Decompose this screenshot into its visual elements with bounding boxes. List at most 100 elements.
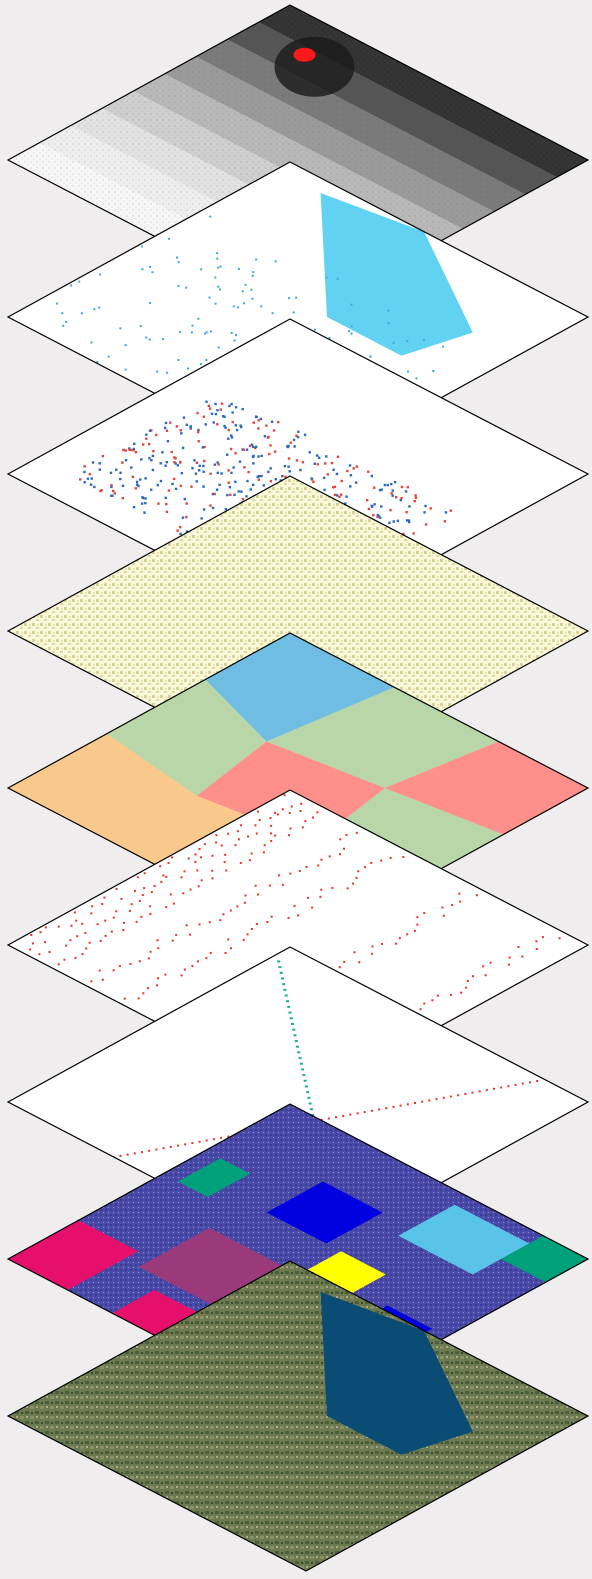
settlement-dot — [332, 486, 335, 489]
settlement-dot — [257, 455, 260, 458]
settlement-dot — [367, 470, 370, 473]
settlement-dot — [407, 520, 411, 524]
settlement-dot — [414, 496, 418, 500]
rail-dot — [304, 1085, 308, 1088]
settlement-dot — [391, 489, 394, 492]
road-dot — [460, 991, 463, 994]
road-dot — [441, 906, 444, 909]
road-dot — [180, 974, 183, 977]
settlement-dot — [234, 424, 238, 427]
settlement-dot — [148, 429, 152, 432]
rail-dot — [285, 1000, 289, 1003]
road-dot — [269, 817, 272, 820]
settlement-dot — [388, 521, 391, 525]
road-dot — [63, 958, 66, 961]
road-dot — [136, 876, 139, 879]
road-dot — [143, 887, 146, 890]
settlement-dot — [134, 450, 138, 454]
road-dot — [398, 937, 401, 940]
road-dot — [343, 960, 346, 963]
rail-dot — [301, 1068, 305, 1071]
settlement-dot — [349, 474, 353, 477]
stream-dot — [292, 311, 295, 314]
settlement-dot — [165, 429, 169, 432]
settlement-dot — [277, 420, 280, 424]
road-dot — [194, 860, 197, 863]
layer-content — [17, 794, 561, 1084]
settlement-dot — [295, 434, 298, 437]
stream-dot — [199, 363, 202, 366]
settlement-dot — [223, 415, 226, 419]
settlement-dot — [299, 468, 302, 472]
rail-dot — [227, 1135, 230, 1138]
settlement-dot — [201, 446, 205, 449]
settlement-dot — [296, 435, 300, 439]
rail-dot — [198, 1140, 201, 1143]
settlement-dot — [179, 484, 182, 488]
dark-peak — [274, 36, 355, 97]
stream-dot — [139, 325, 142, 328]
road-dot — [416, 916, 419, 919]
road-dot — [147, 987, 150, 990]
settlement-dot — [333, 493, 337, 497]
stream-dot — [148, 302, 151, 305]
settlement-dot — [213, 492, 216, 496]
settlement-dot — [98, 468, 102, 471]
settlement-dot — [335, 472, 339, 476]
road-dot — [541, 936, 544, 939]
road-dot — [319, 895, 322, 898]
settlement-dot — [135, 480, 139, 484]
settlement-dot — [312, 480, 315, 484]
rail-dot — [284, 994, 288, 997]
road-dot — [211, 854, 214, 857]
road-dot — [208, 921, 211, 924]
road-dot — [141, 893, 144, 896]
stream-dot — [190, 331, 193, 334]
settlement-dot — [204, 423, 207, 426]
settlement-dot — [214, 402, 217, 406]
settlement-dot — [202, 464, 205, 468]
stream-dot — [208, 296, 211, 299]
settlement-dot — [121, 496, 124, 500]
settlement-dot — [376, 513, 380, 517]
settlement-dot — [243, 466, 246, 469]
road-dot — [402, 855, 405, 858]
rail-dot — [449, 1095, 452, 1098]
road-dot — [156, 939, 159, 942]
settlement-dot — [333, 485, 336, 489]
settlement-dot — [254, 445, 258, 448]
stream-dot — [96, 361, 99, 364]
settlement-dot — [124, 458, 128, 462]
stream-dot — [216, 252, 219, 255]
settlement-dot — [297, 430, 300, 434]
road-dot — [164, 973, 167, 976]
settlement-dot — [354, 481, 358, 484]
road-dot — [175, 933, 178, 936]
settlement-dot — [193, 459, 196, 462]
stream-dot — [161, 338, 164, 341]
road-dot — [140, 915, 143, 918]
settlement-dot — [157, 502, 160, 505]
settlement-dot — [251, 445, 255, 449]
settlement-dot — [140, 458, 143, 461]
settlement-dot — [323, 488, 326, 492]
settlement-dot — [111, 494, 114, 498]
road-dot — [244, 894, 247, 897]
zone-region — [266, 687, 499, 788]
settlement-dot — [202, 508, 206, 511]
settlement-dot — [115, 468, 118, 471]
zone-region — [385, 741, 588, 835]
road-dot — [257, 893, 260, 896]
settlement-dot — [161, 451, 164, 454]
settlement-dot — [279, 479, 282, 482]
rail-dot — [279, 971, 283, 974]
settlement-dot — [234, 480, 237, 484]
road-dot — [81, 953, 84, 956]
settlement-dot — [423, 511, 426, 514]
rail-dot — [428, 1099, 431, 1102]
settlement-dot — [292, 438, 296, 442]
road-dot — [338, 966, 341, 969]
road-dot — [182, 892, 185, 895]
settlement-dot — [345, 495, 348, 498]
road-dot — [84, 931, 87, 934]
